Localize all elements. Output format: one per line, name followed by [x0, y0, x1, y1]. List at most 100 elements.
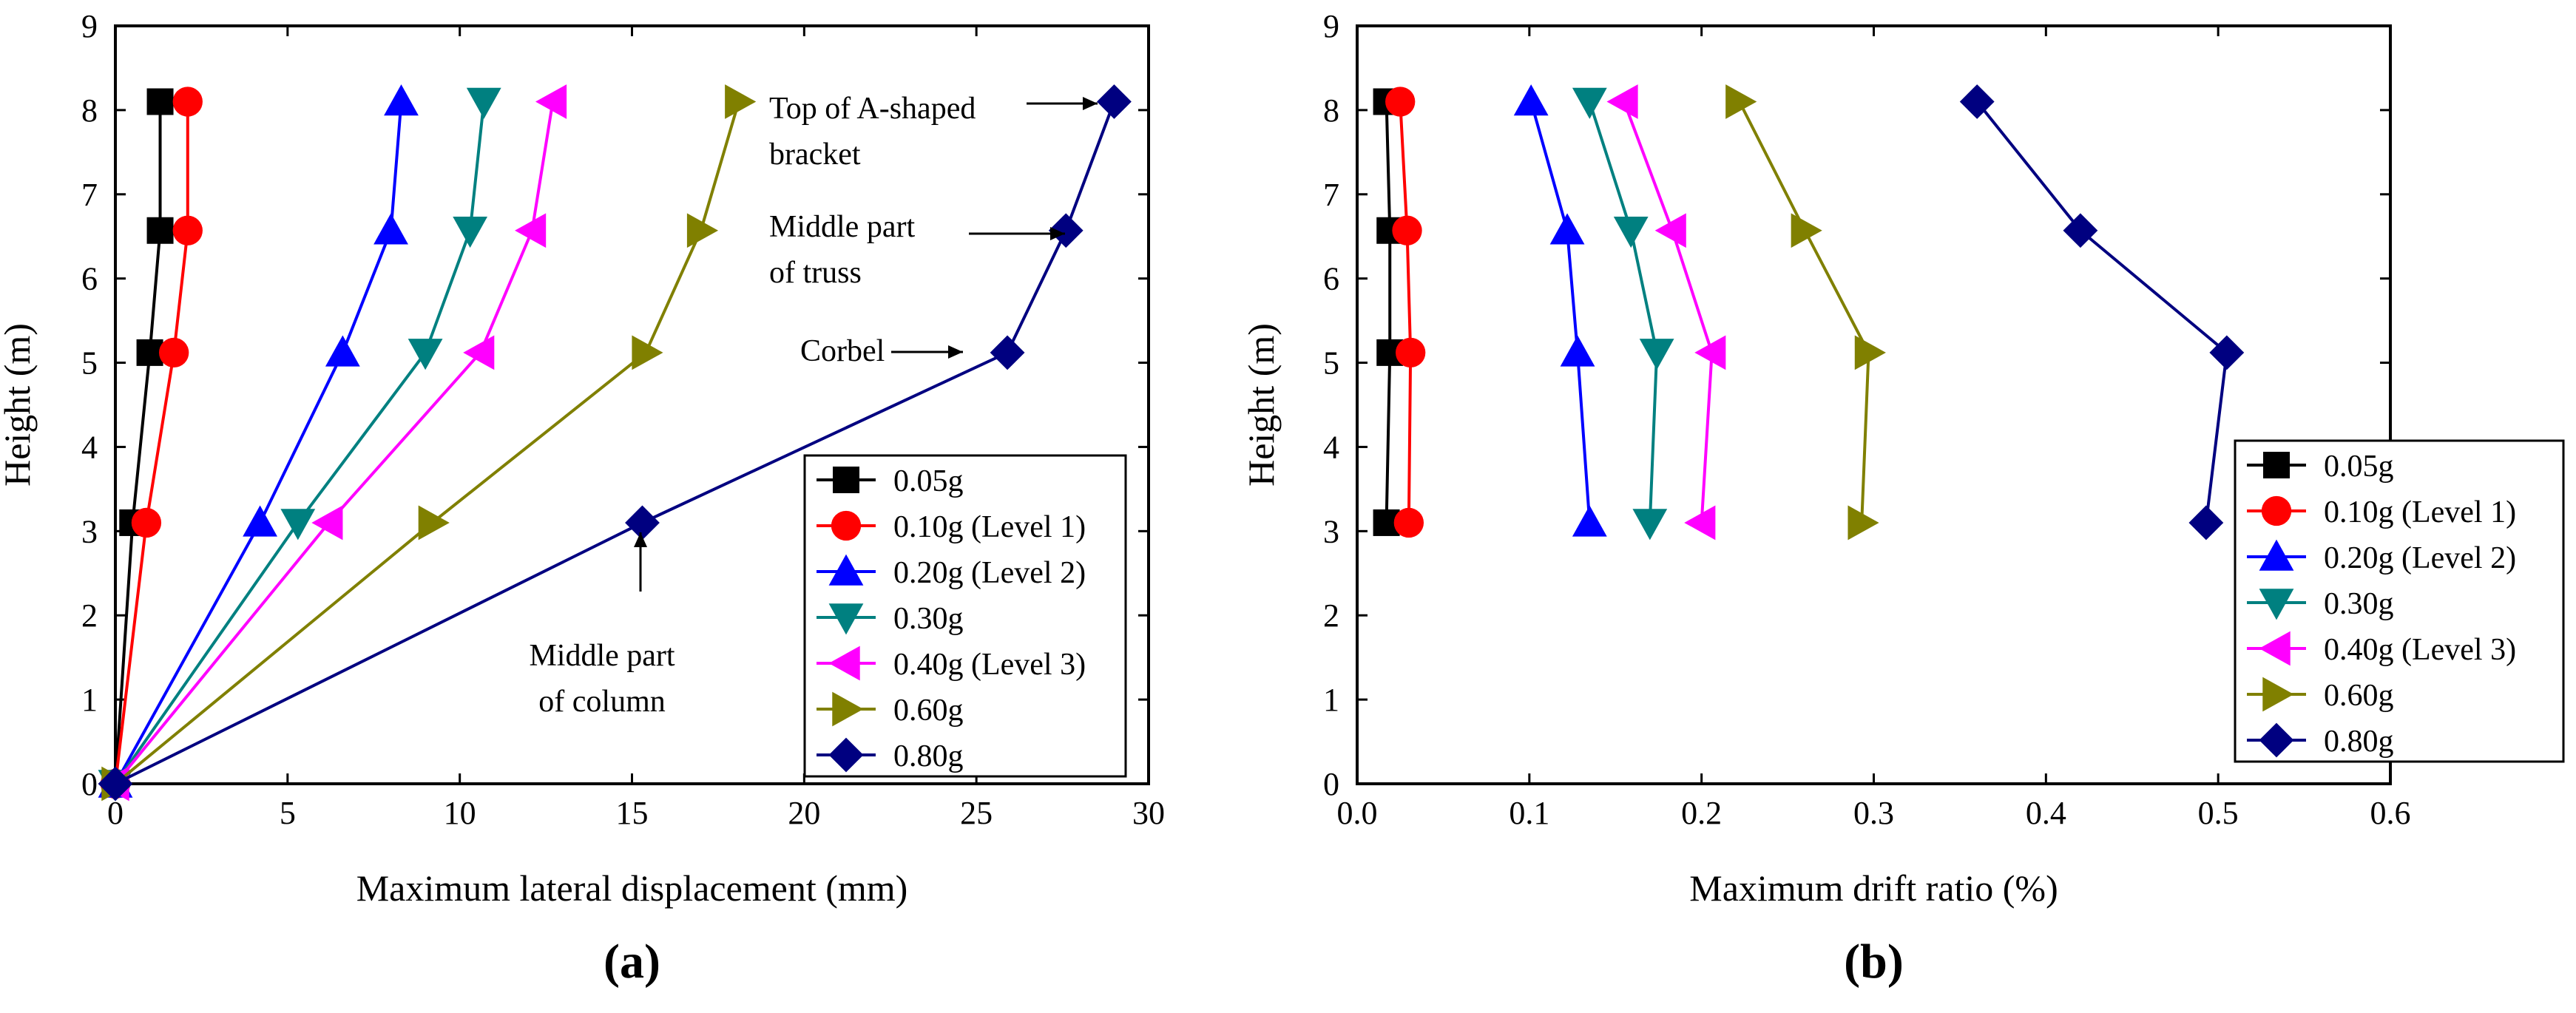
data-point: [1560, 335, 1595, 367]
legend-label: 0.10g (Level 1): [2324, 495, 2516, 529]
series-0-10g-level-1-: [1385, 87, 1426, 538]
data-point: [1385, 87, 1416, 117]
x-tick-label: 0: [107, 795, 124, 831]
annotation-arrow-head: [634, 532, 647, 547]
data-point: [384, 84, 419, 116]
series-0-05g: [1373, 88, 1404, 536]
y-tick-label: 5: [81, 345, 98, 382]
legend-marker: [828, 603, 864, 635]
data-point: [990, 335, 1025, 370]
legend-item: 0.30g: [2247, 587, 2394, 621]
y-tick-label: 9: [1323, 8, 1339, 44]
legend-item: 0.20g (Level 2): [2247, 539, 2516, 575]
legend: 0.05g 0.10g (Level 1) 0.20g (Level 2) 0.30g…: [803, 454, 1127, 778]
annotation: Corbel: [800, 334, 963, 368]
x-tick-label: 10: [444, 795, 476, 831]
annotation-text: bracket: [769, 138, 861, 172]
annotation-text: Middle part: [529, 639, 675, 673]
data-point: [1549, 213, 1585, 245]
legend-item: 0.60g: [2247, 677, 2394, 713]
data-point: [1572, 505, 1607, 537]
data-point: [136, 339, 163, 366]
legend-label: 0.40g (Level 3): [893, 648, 1086, 682]
data-point: [2209, 335, 2245, 370]
data-point: [725, 84, 757, 119]
y-tick-label: 3: [1323, 513, 1339, 549]
data-point: [463, 335, 495, 370]
panel-label: (b): [1844, 935, 1904, 989]
data-point: [1848, 505, 1879, 541]
legend-item: 0.05g: [2247, 450, 2394, 484]
data-point: [2188, 505, 2224, 541]
legend-item: 0.40g (Level 3): [2247, 631, 2516, 667]
data-point: [632, 335, 663, 370]
series-0-80g: [98, 84, 1132, 802]
legend-label: 0.20g (Level 2): [2324, 541, 2516, 575]
data-point: [172, 215, 203, 245]
series-line: [1588, 101, 1659, 524]
panel-label: (a): [604, 935, 660, 989]
data-point: [1048, 213, 1084, 248]
series-0-40g-level-3-: [98, 84, 567, 802]
series-line: [1975, 101, 2228, 524]
y-tick-label: 8: [81, 92, 98, 129]
x-tick-label: 20: [788, 795, 820, 831]
annotation-arrow-head: [1083, 97, 1098, 110]
y-tick-label: 1: [81, 682, 98, 718]
annotation-arrow-head: [1050, 227, 1065, 240]
annotation-arrow-head: [948, 345, 963, 359]
data-point: [1791, 213, 1822, 248]
data-point: [325, 335, 360, 367]
annotation-text: Corbel: [800, 334, 885, 368]
legend-marker: [2261, 495, 2292, 526]
annotation-text: Middle part: [769, 210, 915, 244]
y-axis-title: Height (m): [0, 323, 38, 487]
series-0-20g-level-2-: [98, 84, 419, 798]
data-point: [1572, 87, 1607, 119]
legend: 0.05g 0.10g (Level 1) 0.20g (Level 2) 0.30g…: [2234, 439, 2565, 763]
legend-label: 0.80g: [2324, 725, 2394, 759]
y-tick-label: 5: [1323, 345, 1339, 382]
data-point: [172, 87, 203, 117]
series-0-30g: [1572, 87, 1674, 541]
y-tick-label: 3: [81, 513, 98, 549]
legend-marker: [2263, 452, 2290, 478]
x-axis-title: Maximum drift ratio (%): [1689, 867, 2058, 909]
annotation: Middle part of column: [529, 532, 675, 719]
x-tick-label: 0.4: [2026, 795, 2066, 831]
data-point: [686, 213, 719, 248]
annotation-text: of column: [538, 685, 665, 719]
data-point: [146, 217, 174, 244]
legend-marker: [833, 467, 859, 493]
y-tick-label: 1: [1323, 682, 1339, 718]
x-tick-label: 15: [616, 795, 649, 831]
x-tick-label: 0.2: [1681, 795, 1722, 831]
y-tick-label: 2: [81, 597, 98, 634]
data-point: [1613, 217, 1649, 248]
annotation: Middle part of truss: [769, 210, 1065, 290]
legend-item: 0.80g: [2247, 722, 2394, 759]
legend-label: 0.30g: [893, 602, 964, 636]
legend-marker: [2259, 722, 2294, 758]
series-0-60g: [1725, 84, 1886, 541]
series-line: [1385, 101, 1392, 523]
data-point: [418, 505, 450, 541]
legend-label: 0.60g: [2324, 679, 2394, 713]
panel-a: 0 5 10 15 20 25 30 0 1 2 3 4 5 6 7 8 9 Maximum lateral di…: [0, 8, 1165, 989]
series-0-80g: [1959, 84, 2245, 541]
legend-marker: [828, 646, 860, 681]
y-axis-title: Height (m): [1240, 323, 1282, 487]
annotation-text: Top of A-shaped: [769, 92, 976, 126]
series-0-30g: [98, 87, 501, 802]
x-tick-label: 0.0: [1337, 795, 1378, 831]
data-point: [1632, 509, 1668, 541]
data-point: [159, 337, 189, 368]
series-line: [114, 101, 555, 785]
y-tick-label: 7: [1323, 177, 1339, 213]
legend-label: 0.60g: [893, 694, 964, 728]
legend-label: 0.80g: [893, 739, 964, 773]
data-point: [535, 84, 567, 119]
series-line: [1529, 101, 1592, 524]
series-line: [1623, 101, 1714, 524]
